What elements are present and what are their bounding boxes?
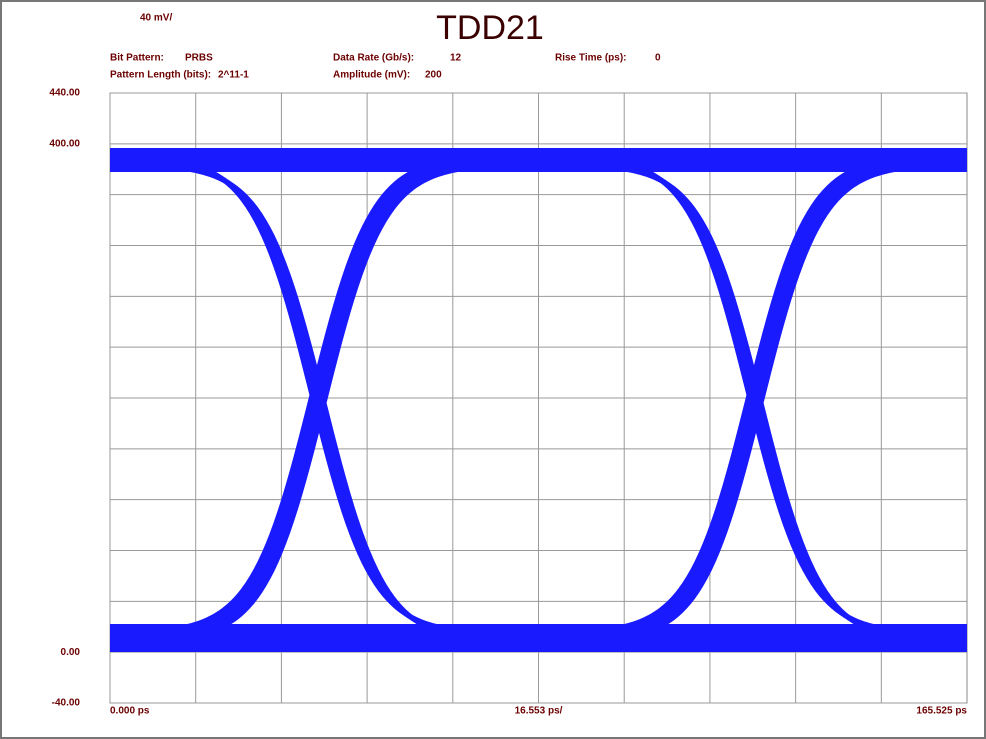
y-tick-label: 0.00 bbox=[61, 647, 81, 658]
info-value: 0 bbox=[655, 53, 661, 64]
info-value: 2^11-1 bbox=[218, 70, 249, 81]
y-tick-label: 440.00 bbox=[49, 88, 80, 99]
y-division-label: 40 mV/ bbox=[140, 13, 172, 24]
chart-title: TDD21 bbox=[436, 9, 544, 47]
transition-trace bbox=[110, 161, 549, 645]
x-division-label: 16.553 ps/ bbox=[515, 706, 563, 717]
x-tick-label: 165.525 ps bbox=[916, 706, 967, 717]
info-value: PRBS bbox=[185, 53, 213, 64]
info-label: Amplitude (mV): bbox=[333, 70, 410, 81]
y-tick-label: 400.00 bbox=[49, 138, 80, 149]
transition-trace bbox=[524, 161, 967, 645]
info-value: 12 bbox=[450, 53, 462, 64]
y-tick-label: -40.00 bbox=[52, 698, 81, 709]
info-label: Rise Time (ps): bbox=[555, 53, 627, 64]
info-value: 200 bbox=[425, 70, 442, 81]
info-label: Data Rate (Gb/s): bbox=[333, 53, 414, 64]
info-label: Pattern Length (bits): bbox=[110, 70, 211, 81]
x-tick-label: 0.000 ps bbox=[110, 706, 150, 717]
eye-traces bbox=[110, 148, 967, 652]
info-label: Bit Pattern: bbox=[110, 53, 164, 64]
